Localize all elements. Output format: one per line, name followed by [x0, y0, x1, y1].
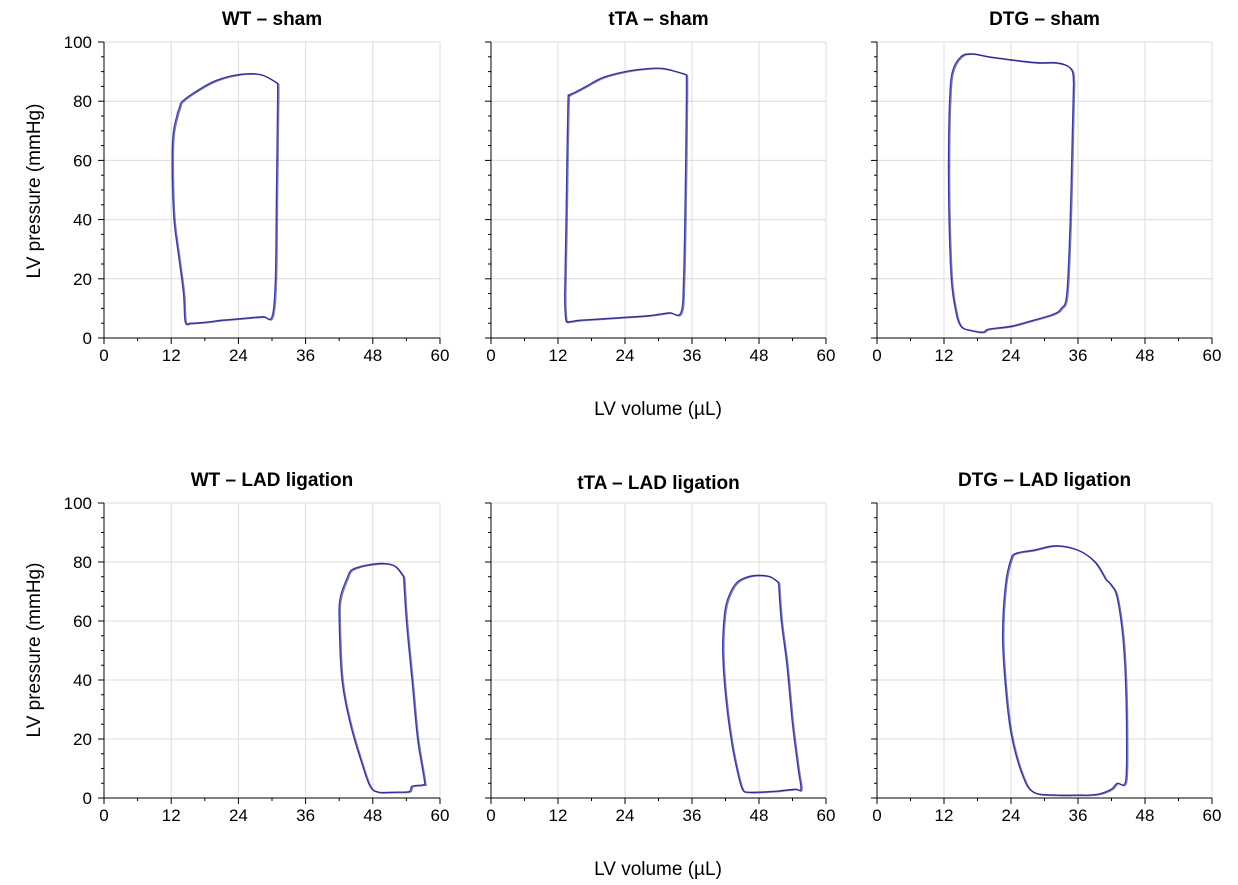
- x-tick-label: 0: [486, 346, 495, 365]
- panel-title: tTA – LAD ligation: [577, 473, 740, 494]
- x-tick-label: 48: [750, 346, 769, 365]
- x-tick-label: 24: [229, 346, 248, 365]
- pv-loop-trace: [564, 67, 688, 323]
- y-tick-label: 40: [73, 211, 92, 230]
- x-tick-label: 60: [431, 346, 450, 365]
- x-tick-label: 48: [750, 806, 769, 825]
- x-tick-label: 24: [229, 806, 248, 825]
- pv-loop-trace-2: [723, 575, 803, 794]
- panel-title: tTA – sham: [608, 9, 708, 30]
- x-tick-label: 36: [683, 346, 702, 365]
- x-tick-label: 0: [99, 806, 108, 825]
- y-tick-label: 80: [73, 92, 92, 111]
- x-tick-label: 24: [1002, 346, 1021, 365]
- y-tick-label: 0: [83, 789, 92, 808]
- x-tick-label: 12: [549, 806, 568, 825]
- x-tick-label: 24: [616, 346, 635, 365]
- panels-group: WT – sham 0 12 24 36 48 60 0 20 40 60 80 100 tTA – sh…: [64, 9, 1222, 825]
- x-tick-label: 36: [683, 806, 702, 825]
- y-axis-label-top: LV pressure (mmHg): [24, 104, 45, 279]
- x-tick-label: 12: [935, 806, 954, 825]
- pv-loop-trace: [338, 562, 426, 794]
- x-tick-label: 12: [549, 346, 568, 365]
- x-tick-label: 36: [296, 346, 315, 365]
- x-tick-label: 48: [1136, 806, 1155, 825]
- pv-loop-trace: [171, 73, 279, 325]
- x-tick-label: 60: [1203, 806, 1222, 825]
- panel-title: DTG – LAD ligation: [958, 470, 1131, 491]
- y-tick-label: 100: [64, 33, 92, 52]
- y-tick-label: 20: [73, 270, 92, 289]
- x-tick-label: 48: [1136, 346, 1155, 365]
- x-tick-label: 60: [1203, 346, 1222, 365]
- y-tick-label: 0: [83, 329, 92, 348]
- pv-loop-trace-2: [339, 563, 427, 794]
- x-tick-label: 24: [1002, 806, 1021, 825]
- pv-loop-trace: [1001, 545, 1128, 796]
- panel-4: WT – LAD ligation 0 12 24 36 48 60 0 20 40 60 80 100: [64, 470, 450, 825]
- x-axis-label-bottom: LV volume (µL): [594, 859, 722, 880]
- x-tick-label: 36: [1069, 806, 1088, 825]
- panel-1: WT – sham 0 12 24 36 48 60 0 20 40 60 80 100: [64, 9, 450, 365]
- x-tick-label: 48: [363, 806, 382, 825]
- panel-5: tTA – LAD ligation 0 12 24 36 48 60: [485, 473, 835, 825]
- panel-title: WT – sham: [222, 9, 322, 30]
- x-tick-label: 36: [1069, 346, 1088, 365]
- y-tick-label: 60: [73, 151, 92, 170]
- y-tick-label: 20: [73, 730, 92, 749]
- pv-loop-trace-2: [949, 53, 1076, 334]
- x-tick-label: 12: [162, 346, 181, 365]
- y-axis-label-bottom: LV pressure (mmHg): [24, 563, 45, 738]
- x-tick-label: 12: [935, 346, 954, 365]
- panel-title: WT – LAD ligation: [191, 470, 354, 491]
- x-tick-label: 24: [616, 806, 635, 825]
- panel-title: DTG – sham: [989, 9, 1100, 30]
- x-tick-label: 60: [817, 806, 836, 825]
- x-tick-label: 0: [872, 346, 881, 365]
- y-tick-label: 80: [73, 553, 92, 572]
- pv-loop-trace-2: [565, 68, 689, 324]
- x-tick-label: 0: [99, 346, 108, 365]
- pv-loop-trace-2: [172, 73, 280, 326]
- x-tick-label: 60: [817, 346, 836, 365]
- panel-3: DTG – sham 0 12 24 36 48 60: [871, 9, 1221, 365]
- x-tick-label: 0: [486, 806, 495, 825]
- x-axis-label-top: LV volume (µL): [594, 399, 722, 420]
- y-tick-label: 100: [64, 494, 92, 513]
- pv-loop-trace-2: [1003, 545, 1129, 797]
- y-tick-label: 40: [73, 671, 92, 690]
- y-tick-label: 60: [73, 612, 92, 631]
- panel-2: tTA – sham 0 12 24 36 48 60: [485, 9, 835, 365]
- x-tick-label: 48: [363, 346, 382, 365]
- panel-6: DTG – LAD ligation 0 12 24 36 48 60: [871, 470, 1221, 825]
- x-tick-label: 60: [431, 806, 450, 825]
- x-tick-label: 0: [872, 806, 881, 825]
- pv-loop-trace: [722, 574, 802, 793]
- x-tick-label: 12: [162, 806, 181, 825]
- x-tick-label: 36: [296, 806, 315, 825]
